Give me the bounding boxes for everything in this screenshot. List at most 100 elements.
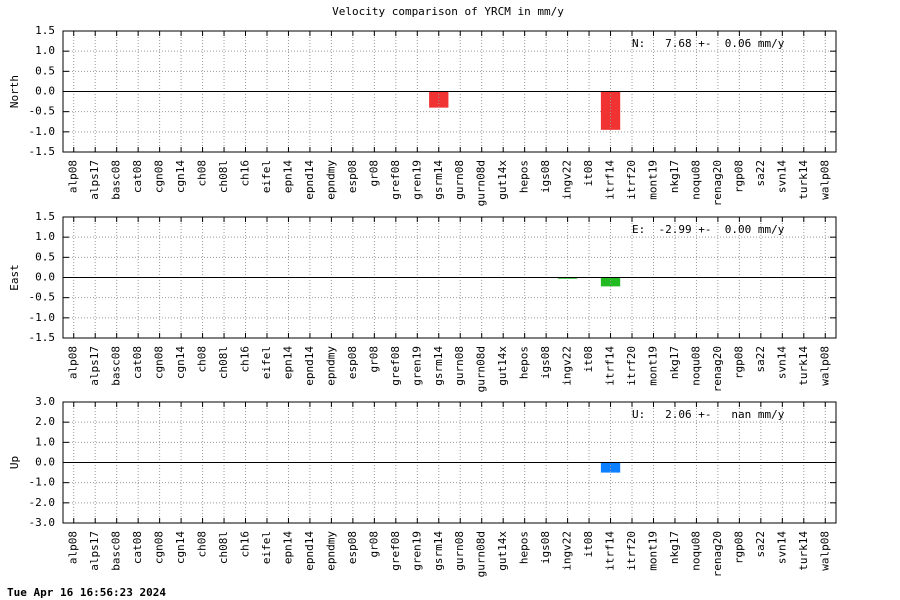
x-tick-label: walp08 [818, 346, 831, 386]
x-tick-label: igs08 [539, 160, 552, 193]
x-tick-label: itrf14 [604, 531, 617, 571]
x-tick-label: epn14 [281, 531, 294, 564]
x-tick-label: it08 [582, 531, 595, 558]
bar [429, 91, 449, 108]
x-tick-label: nkg17 [668, 160, 681, 193]
x-tick-label: itrf20 [625, 531, 638, 571]
x-tick-label: epndmy [324, 160, 337, 200]
x-tick-label: igs08 [539, 531, 552, 564]
x-tick-label: rgp08 [732, 531, 745, 564]
y-tick-label: -1.5 [29, 145, 56, 158]
annotation: U: 2.06 +- nan mm/y [632, 408, 785, 421]
x-tick-label: gurn08d [475, 160, 488, 206]
x-tick-label: svn14 [775, 346, 788, 379]
x-tick-label: epn14 [281, 346, 294, 379]
annotation: E: -2.99 +- 0.00 mm/y [632, 223, 785, 236]
x-tick-label: alps17 [88, 160, 101, 200]
x-tick-label: gr08 [367, 160, 380, 187]
x-tick-label: hepos [518, 346, 531, 379]
x-tick-label: basc08 [110, 346, 123, 386]
x-tick-label: gut14x [496, 531, 509, 571]
x-tick-label: rgp08 [732, 160, 745, 193]
x-tick-label: turk14 [797, 531, 810, 571]
x-tick-label: noqu08 [689, 160, 702, 200]
x-tick-label: nkg17 [668, 531, 681, 564]
x-tick-label: gsrm14 [432, 160, 445, 200]
y-tick-label: 1.0 [35, 44, 55, 57]
plot-frame [62, 30, 837, 153]
x-tick-label: gref08 [389, 531, 402, 571]
x-tick-label: cgn14 [174, 531, 187, 564]
x-tick-label: itrf20 [625, 160, 638, 200]
x-tick-label: basc08 [110, 160, 123, 200]
x-tick-label: it08 [582, 346, 595, 373]
x-tick-label: ch08 [196, 346, 209, 373]
x-tick-label: alp08 [67, 346, 80, 379]
x-tick-label: esp08 [346, 531, 359, 564]
plot-frame [62, 401, 837, 524]
x-tick-label: ingv22 [561, 160, 574, 200]
annotation: N: 7.68 +- 0.06 mm/y [632, 37, 785, 50]
y-tick-label: 2.0 [35, 415, 55, 428]
x-tick-label: gurn08d [475, 531, 488, 577]
x-tick-label: igs08 [539, 346, 552, 379]
x-tick-label: gren19 [410, 346, 423, 386]
x-tick-label: cat08 [131, 160, 144, 193]
x-tick-label: epndmy [324, 346, 337, 386]
x-tick-label: walp08 [818, 531, 831, 571]
y-tick-label: -0.5 [29, 291, 56, 304]
x-tick-label: cgn08 [153, 160, 166, 193]
x-tick-label: gsrm14 [432, 531, 445, 571]
x-tick-label: basc08 [110, 531, 123, 571]
x-tick-label: renag20 [711, 160, 724, 206]
x-tick-label: esp08 [346, 160, 359, 193]
y-axis-label: Up [8, 456, 21, 469]
x-tick-label: gren19 [410, 160, 423, 200]
x-tick-label: eifel [260, 346, 273, 379]
x-tick-label: gurn08 [453, 346, 466, 386]
x-tick-label: it08 [582, 160, 595, 187]
y-tick-label: 1.0 [35, 435, 55, 448]
y-tick-label: -0.5 [29, 105, 56, 118]
y-tick-label: 1.0 [35, 230, 55, 243]
x-tick-label: cat08 [131, 531, 144, 564]
x-tick-label: mont19 [646, 531, 659, 571]
y-tick-label: -1.0 [29, 311, 56, 324]
x-tick-label: sa22 [754, 346, 767, 373]
x-tick-label: gurn08d [475, 346, 488, 392]
y-tick-label: 0.0 [35, 271, 55, 284]
x-tick-label: mont19 [646, 160, 659, 200]
timestamp: Tue Apr 16 16:56:23 2024 [7, 586, 166, 599]
x-tick-label: epn14 [281, 160, 294, 193]
x-tick-label: ch08 [196, 160, 209, 187]
x-tick-label: ch16 [239, 531, 252, 558]
x-tick-label: alps17 [88, 531, 101, 571]
x-tick-label: ingv22 [561, 346, 574, 386]
x-tick-label: svn14 [775, 160, 788, 193]
y-tick-label: 1.5 [35, 210, 55, 223]
x-tick-label: itrf20 [625, 346, 638, 386]
figure-title: Velocity comparison of YRCM in mm/y [332, 5, 564, 18]
y-tick-label: 0.5 [35, 250, 55, 263]
x-tick-label: ch08l [217, 531, 230, 564]
x-tick-label: turk14 [797, 346, 810, 386]
x-tick-label: eifel [260, 531, 273, 564]
x-tick-label: sa22 [754, 531, 767, 558]
x-tick-label: alps17 [88, 346, 101, 386]
bar [557, 277, 578, 279]
y-tick-label: 3.0 [35, 395, 55, 408]
x-tick-label: ch08l [217, 160, 230, 193]
x-tick-label: eifel [260, 160, 273, 193]
x-tick-label: ch08l [217, 346, 230, 379]
y-tick-label: -1.5 [29, 331, 56, 344]
x-tick-label: cgn14 [174, 346, 187, 379]
x-tick-label: rgp08 [732, 346, 745, 379]
x-tick-label: esp08 [346, 346, 359, 379]
x-tick-label: gr08 [367, 531, 380, 558]
y-axis-label: North [8, 75, 21, 108]
x-tick-label: gsrm14 [432, 346, 445, 386]
bar [600, 462, 621, 473]
x-tick-label: noqu08 [689, 531, 702, 571]
y-axis-label: East [8, 264, 21, 291]
x-tick-label: gref08 [389, 346, 402, 386]
